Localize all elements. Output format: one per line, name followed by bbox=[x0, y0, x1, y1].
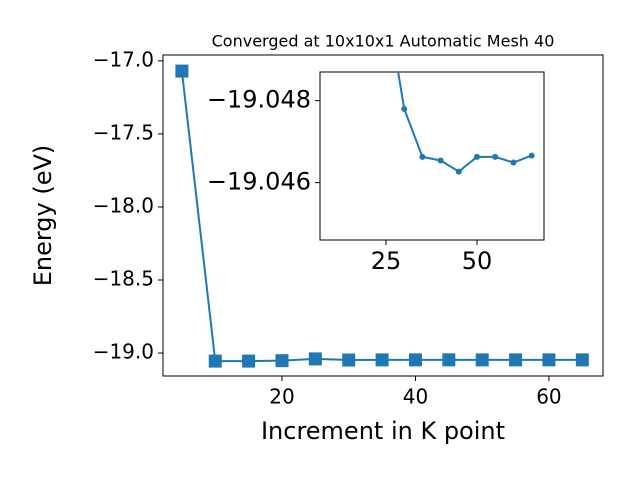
marker bbox=[408, 353, 422, 367]
series-group bbox=[175, 64, 589, 368]
y-tick-label: −19.048 bbox=[207, 86, 311, 114]
marker bbox=[528, 152, 535, 159]
marker bbox=[542, 353, 556, 367]
marker bbox=[383, 0, 389, 1]
marker bbox=[492, 153, 499, 160]
marker bbox=[474, 153, 481, 160]
marker bbox=[575, 353, 589, 367]
x-tick-label: 25 bbox=[371, 247, 402, 275]
y-tick-label: −17.5 bbox=[93, 120, 154, 144]
marker bbox=[437, 157, 444, 164]
marker bbox=[509, 353, 523, 367]
marker bbox=[401, 105, 408, 112]
y-tick-label: −19.046 bbox=[207, 168, 311, 196]
chart-title: Converged at 10x10x1 Automatic Mesh 40 bbox=[212, 32, 555, 51]
series-group bbox=[383, 0, 535, 175]
x-tick-label: 50 bbox=[462, 247, 493, 275]
marker bbox=[455, 168, 462, 175]
y-tick-label: −19.0 bbox=[93, 340, 154, 364]
marker bbox=[375, 353, 389, 367]
x-tick-label: 40 bbox=[403, 385, 428, 409]
x-tick-label: 60 bbox=[536, 385, 561, 409]
marker bbox=[208, 354, 222, 368]
marker bbox=[342, 353, 356, 367]
y-tick-label: −17.0 bbox=[93, 47, 154, 71]
plot-area bbox=[319, 71, 545, 241]
y-axis-label: Energy (eV) bbox=[29, 145, 57, 287]
marker bbox=[475, 353, 489, 367]
x-axis-label: Increment in K point bbox=[261, 417, 505, 445]
marker bbox=[308, 352, 322, 366]
marker bbox=[242, 354, 256, 368]
marker bbox=[510, 159, 517, 166]
y-tick-label: −18.0 bbox=[93, 193, 154, 217]
marker bbox=[419, 153, 426, 160]
marker bbox=[275, 354, 289, 368]
marker bbox=[442, 353, 456, 367]
x-tick-label: 20 bbox=[269, 385, 294, 409]
y-tick-label: −18.5 bbox=[93, 267, 154, 291]
marker bbox=[175, 64, 189, 78]
